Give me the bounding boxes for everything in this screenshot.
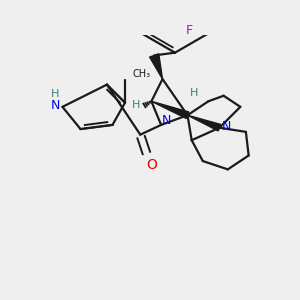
Text: N: N — [162, 114, 171, 127]
Text: CH₃: CH₃ — [133, 68, 151, 79]
Text: F: F — [186, 24, 193, 37]
Text: N: N — [222, 120, 231, 133]
Text: H: H — [190, 88, 199, 98]
Polygon shape — [152, 101, 189, 118]
Text: N: N — [51, 99, 60, 112]
Polygon shape — [188, 115, 221, 131]
Polygon shape — [150, 54, 163, 79]
Text: H: H — [51, 89, 60, 99]
Text: H: H — [132, 100, 140, 110]
Text: O: O — [146, 158, 157, 172]
